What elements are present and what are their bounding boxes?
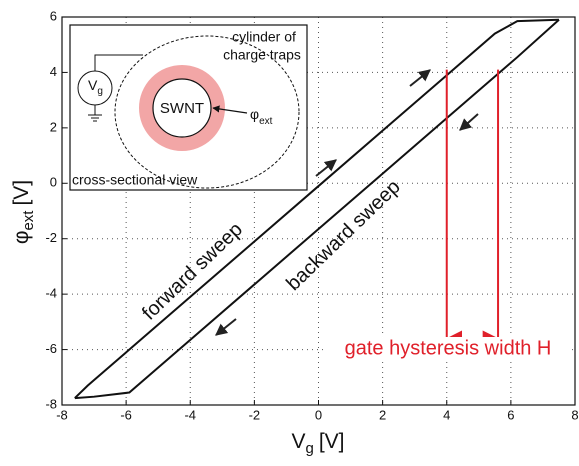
x-tick-label: 6 (507, 407, 514, 422)
gate-main: V (88, 77, 98, 93)
y-label-main: φ (10, 231, 33, 245)
sweep-arrows (215, 69, 479, 336)
y-label-sub: ext (20, 210, 37, 231)
x-tick-label: 8 (571, 407, 578, 422)
plot-frame (61, 16, 576, 406)
backward-label: backward sweep (282, 176, 404, 295)
sweep-line (74, 19, 560, 400)
y-label-unit: [V] (10, 180, 33, 206)
wire (94, 54, 143, 71)
y-tick-label: 0 (50, 175, 57, 190)
hysteresis-label-bg (326, 337, 570, 361)
y-tick-label: 2 (50, 119, 57, 134)
x-label-unit: [V] (319, 430, 345, 453)
arrow (459, 113, 479, 131)
arrow (215, 318, 237, 336)
inset-text: φext (250, 106, 273, 127)
sweep-line (74, 18, 560, 399)
x-label-main: V (291, 430, 305, 453)
trap-cylinder (114, 35, 300, 189)
x-tick-label: -8 (56, 407, 68, 422)
x-tick-label: 0 (315, 407, 322, 422)
phi-main: φ (250, 106, 259, 122)
y-tick-label: -4 (45, 286, 57, 301)
x-tick-label: -6 (120, 407, 132, 422)
inset-text: cylinder of (232, 29, 296, 45)
inset-text: Vg (88, 77, 103, 97)
forward-label: forward sweep (138, 218, 247, 324)
y-tick-label: -2 (45, 230, 57, 245)
y-tick-label: -6 (45, 341, 57, 356)
x-tick-label: -2 (249, 407, 261, 422)
y-tick-label: 6 (50, 8, 57, 23)
hysteresis-label: gate hysteresis width H (345, 337, 552, 359)
y-tick-label: -8 (45, 396, 57, 411)
x-label-sub: g (305, 440, 313, 457)
y-tick-label: 4 (50, 64, 57, 79)
swnt (152, 78, 212, 138)
phi-sub: ext (259, 116, 273, 127)
inset-text: cross-sectional view (72, 172, 198, 188)
inset-text: charge traps (223, 47, 301, 63)
x-tick-label: 2 (379, 407, 386, 422)
y-axis-label: φext [V] (10, 180, 37, 244)
inset: cylinder of charge traps SWNT Vg φext cr… (69, 24, 308, 191)
x-tick-label: -4 (184, 407, 196, 422)
arrow (409, 69, 431, 87)
phi-pointer (212, 105, 248, 114)
arrow (315, 159, 337, 177)
gate-sub: g (97, 86, 103, 97)
inset-text: SWNT (160, 100, 204, 117)
x-axis-label: Vg [V] (291, 430, 344, 457)
x-tick-label: 4 (443, 407, 450, 422)
